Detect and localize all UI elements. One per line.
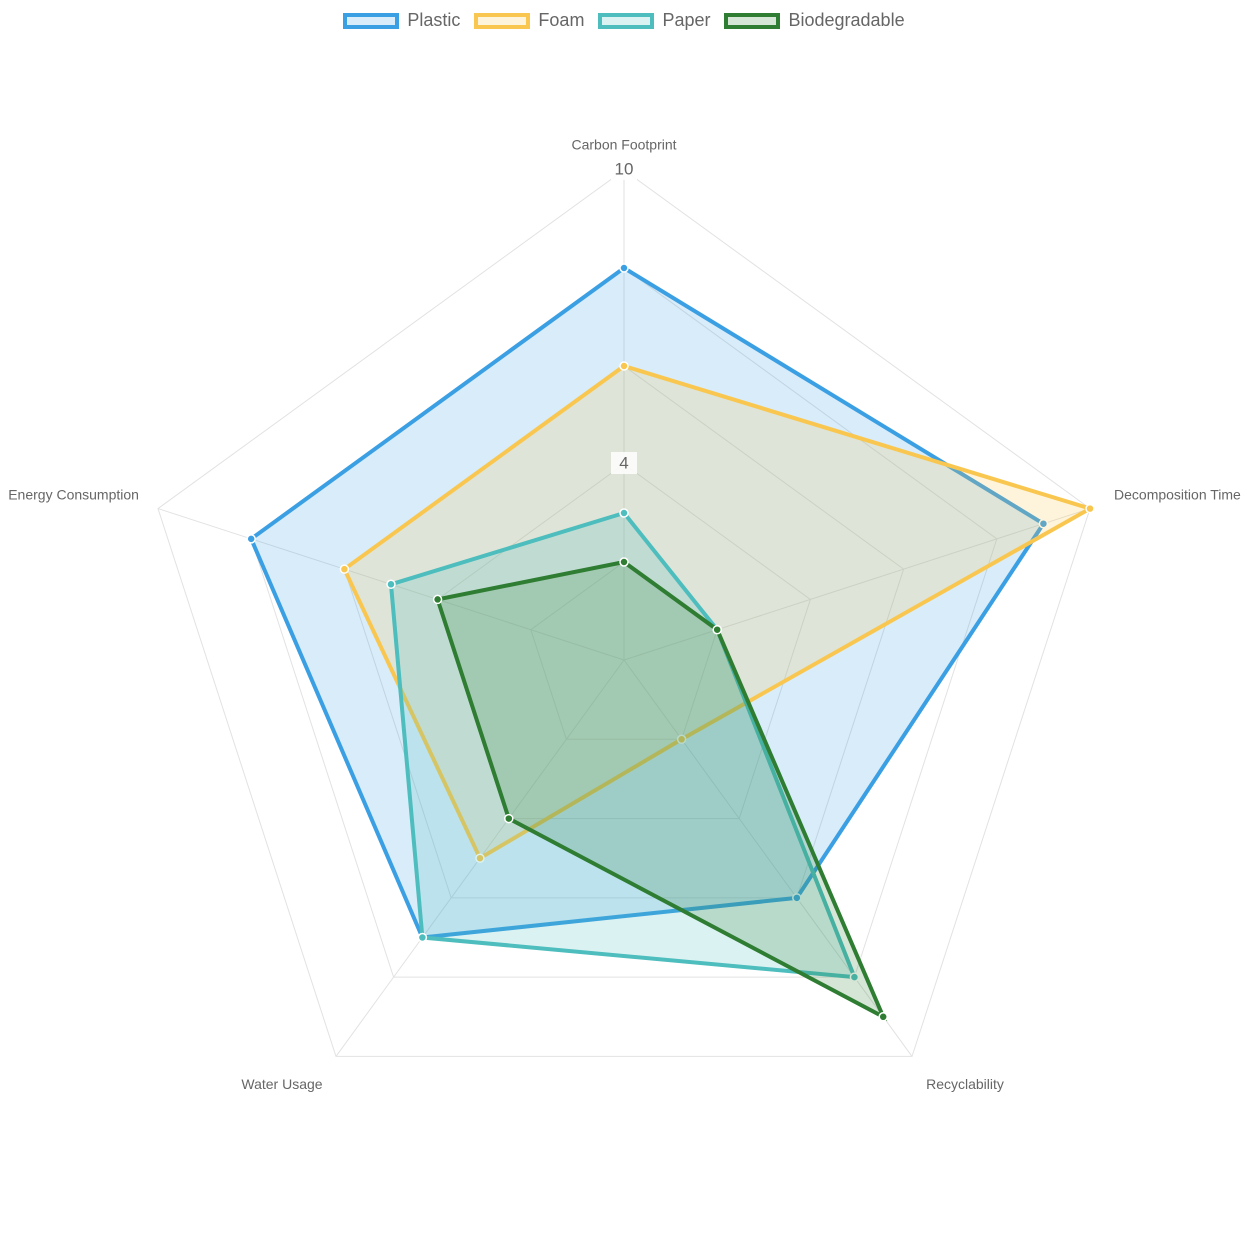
- legend-swatch-foam: [474, 12, 531, 29]
- axis-label: Energy Consumption: [8, 486, 139, 502]
- data-point[interactable]: [504, 813, 514, 824]
- data-point[interactable]: [712, 624, 722, 635]
- axis-label: Carbon Footprint: [571, 137, 676, 153]
- data-point[interactable]: [432, 594, 443, 605]
- series-area: [388, 510, 858, 980]
- data-point[interactable]: [339, 564, 350, 574]
- legend-swatch-plastic: [343, 12, 400, 29]
- legend-swatch-paper: [598, 12, 655, 29]
- tick-backdrop: [611, 158, 637, 180]
- data-point[interactable]: [386, 579, 396, 590]
- data-point[interactable]: [417, 932, 428, 943]
- series-paper: [386, 508, 860, 982]
- data-point[interactable]: [1038, 518, 1049, 529]
- radar-series: [246, 263, 1096, 1022]
- data-point[interactable]: [878, 1012, 888, 1022]
- data-point[interactable]: [849, 972, 860, 982]
- axis-label: Water Usage: [241, 1076, 322, 1092]
- data-point[interactable]: [619, 508, 629, 518]
- data-point[interactable]: [1085, 503, 1095, 514]
- axis-line: [623, 659, 913, 1057]
- legend-label-plastic: Plastic: [407, 10, 461, 30]
- grid-ring-4: [437, 463, 811, 820]
- series-area: [341, 363, 1096, 862]
- legend-item-plastic[interactable]: Plastic: [343, 10, 460, 31]
- axis-labels: Carbon Footprint Decomposition Time Recycl…: [8, 137, 1241, 1092]
- data-point[interactable]: [475, 853, 485, 863]
- data-point[interactable]: [792, 893, 802, 903]
- legend-label-foam: Foam: [538, 10, 585, 30]
- data-point[interactable]: [619, 557, 629, 567]
- tick-label: 10: [615, 159, 634, 178]
- data-point[interactable]: [619, 361, 629, 371]
- legend-item-paper[interactable]: Paper: [598, 10, 710, 31]
- axis-label: Decomposition Time: [1114, 486, 1241, 502]
- axis-label: Recyclability: [926, 1076, 1004, 1092]
- tick-labels: 4 10: [611, 158, 637, 474]
- tick-label: 4: [619, 453, 628, 472]
- legend-item-foam[interactable]: Foam: [474, 10, 584, 31]
- data-point[interactable]: [619, 263, 629, 273]
- axis-line: [623, 508, 1091, 661]
- legend-item-biodegradable[interactable]: Biodegradable: [724, 10, 905, 31]
- series-area: [434, 559, 888, 1022]
- legend-swatch-biodegradable: [724, 12, 781, 29]
- series-biodegradable: [432, 557, 888, 1022]
- legend-label-biodegradable: Biodegradable: [788, 10, 905, 30]
- tick-backdrop: [611, 452, 637, 474]
- series-foam: [339, 361, 1096, 863]
- legend: Plastic Foam Paper Biodegradable: [0, 10, 1248, 31]
- data-point[interactable]: [676, 734, 687, 745]
- data-point[interactable]: [246, 534, 256, 544]
- legend-label-paper: Paper: [662, 10, 711, 30]
- grid-ring-10: [157, 169, 1091, 1057]
